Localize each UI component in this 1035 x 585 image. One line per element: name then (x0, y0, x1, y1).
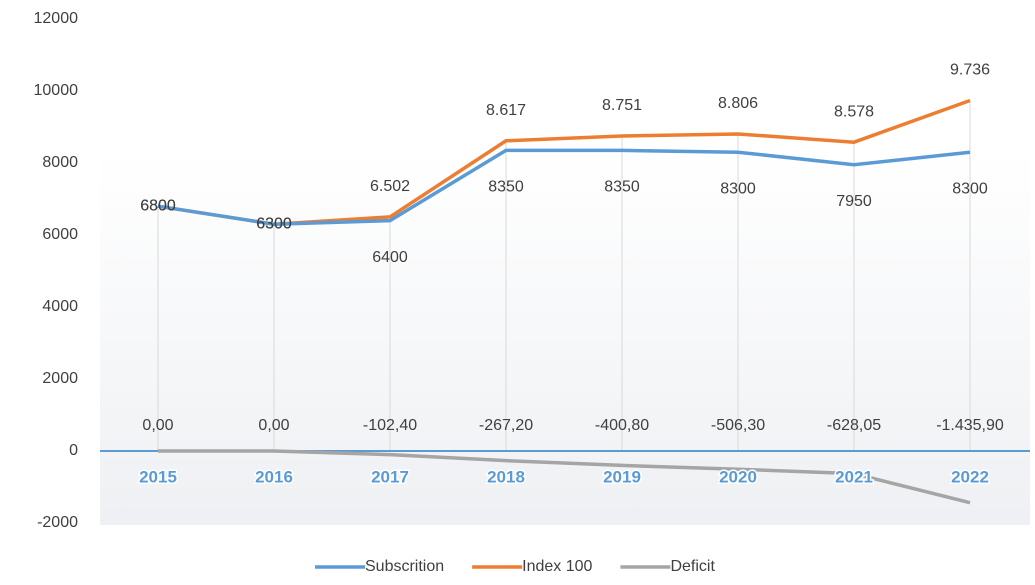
x-tick-label: 2020 (719, 467, 757, 486)
x-tick-label: 2017 (371, 467, 409, 486)
legend-label: Index 100 (522, 558, 592, 575)
data-label: 6300 (256, 215, 292, 232)
data-label: 8300 (952, 180, 988, 197)
data-label: -267,20 (479, 417, 533, 434)
y-tick-label: 4000 (42, 298, 78, 315)
data-label: 8350 (604, 179, 640, 196)
series-line (157, 148, 971, 226)
y-tick-label: 10000 (34, 82, 79, 99)
data-label: 9.736 (950, 62, 990, 79)
data-label: 6400 (372, 249, 408, 266)
data-label: -400,80 (595, 417, 649, 434)
x-tick-label: 2016 (255, 467, 293, 486)
y-tick-label: 8000 (42, 154, 78, 171)
data-label: 8.578 (834, 103, 874, 120)
y-tick-label: 0 (69, 442, 78, 459)
data-label: 8.806 (718, 95, 758, 112)
series-line (158, 449, 971, 505)
data-label: -506,30 (711, 417, 765, 434)
data-label: 8.617 (486, 102, 526, 119)
legend-label: Subscrition (365, 558, 444, 575)
data-label: 0,00 (258, 417, 289, 434)
y-tick-label: 2000 (42, 370, 78, 387)
data-label: 6800 (140, 197, 176, 214)
data-label: 7950 (836, 193, 872, 210)
x-tick-label: 2018 (487, 467, 525, 486)
y-tick-label: 6000 (42, 226, 78, 243)
data-label: -102,40 (363, 417, 417, 434)
data-label: 6300 (256, 215, 292, 232)
y-tick-label: 12000 (34, 10, 79, 27)
x-tick-label: 2019 (603, 467, 641, 486)
x-tick-label: 2021 (835, 467, 873, 486)
data-label: -1.435,90 (936, 417, 1004, 434)
data-label: 0,00 (142, 417, 173, 434)
x-tick-label: 2022 (951, 467, 989, 486)
data-label: 8.751 (602, 97, 642, 114)
plot-background (100, 150, 1030, 525)
x-tick-label: 2015 (139, 467, 177, 486)
legend-label: Deficit (670, 558, 715, 575)
y-tick-label: -2000 (37, 514, 78, 531)
data-label: 8350 (488, 179, 524, 196)
data-label: 8300 (720, 180, 756, 197)
data-label: 6.502 (370, 178, 410, 195)
data-label: 6800 (140, 197, 176, 214)
data-label: -628,05 (827, 417, 881, 434)
